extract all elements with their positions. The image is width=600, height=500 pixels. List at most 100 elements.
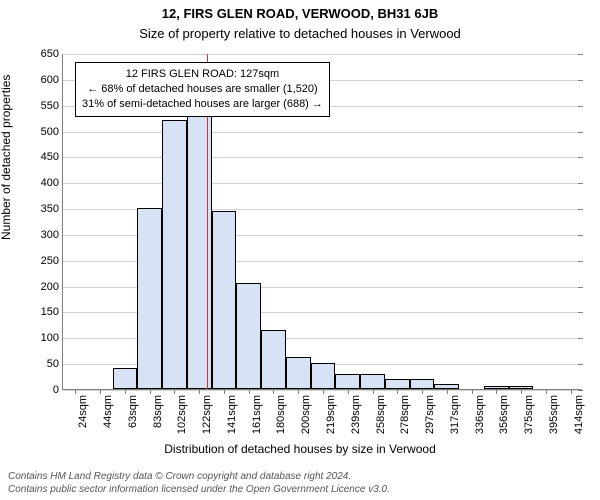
- xtick-label: 258sqm: [375, 395, 387, 434]
- xtick-label: 356sqm: [498, 395, 510, 434]
- xtick-mark: [199, 389, 200, 394]
- ytick-mark: [578, 132, 583, 133]
- ytick-label: 300: [41, 229, 63, 241]
- xtick-mark: [472, 389, 473, 394]
- xtick-label: 200sqm: [300, 395, 312, 434]
- histogram-bar: [410, 379, 435, 389]
- histogram-bar: [286, 357, 311, 389]
- ytick-mark: [578, 287, 583, 288]
- gridline: [63, 132, 582, 133]
- histogram-bar: [212, 211, 237, 389]
- xtick-label: 395sqm: [548, 395, 560, 434]
- xtick-mark: [373, 389, 374, 394]
- xtick-mark: [348, 389, 349, 394]
- xtick-mark: [174, 389, 175, 394]
- ytick-label: 350: [41, 203, 63, 215]
- histogram-bar: [137, 208, 162, 389]
- ytick-mark: [578, 157, 583, 158]
- histogram-bar: [484, 386, 509, 389]
- gridline: [63, 183, 582, 184]
- ytick-mark: [578, 106, 583, 107]
- ytick-label: 450: [41, 151, 63, 163]
- ytick-mark: [578, 364, 583, 365]
- xtick-mark: [224, 389, 225, 394]
- ytick-label: 0: [53, 384, 63, 396]
- xtick-label: 414sqm: [573, 395, 585, 434]
- annotation-line: 12 FIRS GLEN ROAD: 127sqm: [82, 67, 323, 82]
- ytick-label: 500: [41, 126, 63, 138]
- xtick-label: 375sqm: [523, 395, 535, 434]
- ytick-mark: [578, 261, 583, 262]
- histogram-bar: [335, 374, 360, 390]
- ytick-label: 150: [41, 306, 63, 318]
- xtick-mark: [521, 389, 522, 394]
- ytick-label: 550: [41, 100, 63, 112]
- xtick-mark: [496, 389, 497, 394]
- xtick-label: 63sqm: [127, 395, 139, 428]
- xtick-mark: [125, 389, 126, 394]
- xtick-label: 83sqm: [152, 395, 164, 428]
- xtick-label: 161sqm: [251, 395, 263, 434]
- ytick-mark: [578, 235, 583, 236]
- xtick-label: 239sqm: [350, 395, 362, 434]
- gridline: [63, 54, 582, 55]
- annotation-box: 12 FIRS GLEN ROAD: 127sqm← 68% of detach…: [75, 62, 330, 117]
- x-axis-label: Distribution of detached houses by size …: [0, 442, 600, 456]
- ytick-label: 200: [41, 281, 63, 293]
- xtick-label: 180sqm: [275, 395, 287, 434]
- histogram-bar: [360, 374, 385, 390]
- ytick-label: 250: [41, 255, 63, 267]
- xtick-mark: [422, 389, 423, 394]
- histogram-bar: [311, 363, 336, 389]
- xtick-mark: [75, 389, 76, 394]
- xtick-label: 122sqm: [201, 395, 213, 434]
- ytick-mark: [578, 54, 583, 55]
- xtick-label: 336sqm: [474, 395, 486, 434]
- xtick-label: 317sqm: [449, 395, 461, 434]
- y-axis-label: Number of detached properties: [0, 75, 13, 240]
- ytick-label: 400: [41, 177, 63, 189]
- ytick-mark: [578, 312, 583, 313]
- chart-title: 12, FIRS GLEN ROAD, VERWOOD, BH31 6JB: [0, 6, 600, 21]
- gridline: [63, 157, 582, 158]
- footer-line-1: Contains HM Land Registry data © Crown c…: [8, 471, 592, 484]
- histogram-bar: [434, 384, 459, 389]
- xtick-mark: [273, 389, 274, 394]
- xtick-mark: [150, 389, 151, 394]
- xtick-label: 102sqm: [176, 395, 188, 434]
- ytick-mark: [578, 338, 583, 339]
- footer-line-2: Contains public sector information licen…: [8, 484, 592, 497]
- histogram-bar: [385, 379, 410, 389]
- histogram-bar: [236, 283, 261, 389]
- xtick-mark: [298, 389, 299, 394]
- xtick-mark: [397, 389, 398, 394]
- xtick-mark: [249, 389, 250, 394]
- ytick-mark: [578, 209, 583, 210]
- xtick-label: 141sqm: [226, 395, 238, 434]
- xtick-mark: [323, 389, 324, 394]
- histogram-bar: [187, 112, 212, 389]
- ytick-mark: [578, 390, 583, 391]
- ytick-label: 650: [41, 48, 63, 60]
- ytick-mark: [578, 183, 583, 184]
- xtick-mark: [546, 389, 547, 394]
- histogram-bar: [509, 386, 534, 389]
- chart-subtitle: Size of property relative to detached ho…: [0, 26, 600, 41]
- histogram-bar: [261, 330, 286, 389]
- histogram-bar: [113, 368, 138, 389]
- ytick-label: 600: [41, 74, 63, 86]
- xtick-mark: [571, 389, 572, 394]
- xtick-label: 219sqm: [325, 395, 337, 434]
- xtick-mark: [447, 389, 448, 394]
- histogram-bar: [162, 120, 187, 389]
- xtick-label: 278sqm: [399, 395, 411, 434]
- xtick-label: 297sqm: [424, 395, 436, 434]
- xtick-label: 24sqm: [77, 395, 89, 428]
- ytick-label: 50: [47, 358, 63, 370]
- annotation-line: 31% of semi-detached houses are larger (…: [82, 97, 323, 112]
- footer-attribution: Contains HM Land Registry data © Crown c…: [8, 471, 592, 496]
- xtick-mark: [100, 389, 101, 394]
- annotation-line: ← 68% of detached houses are smaller (1,…: [82, 82, 323, 97]
- xtick-label: 44sqm: [102, 395, 114, 428]
- ytick-label: 100: [41, 332, 63, 344]
